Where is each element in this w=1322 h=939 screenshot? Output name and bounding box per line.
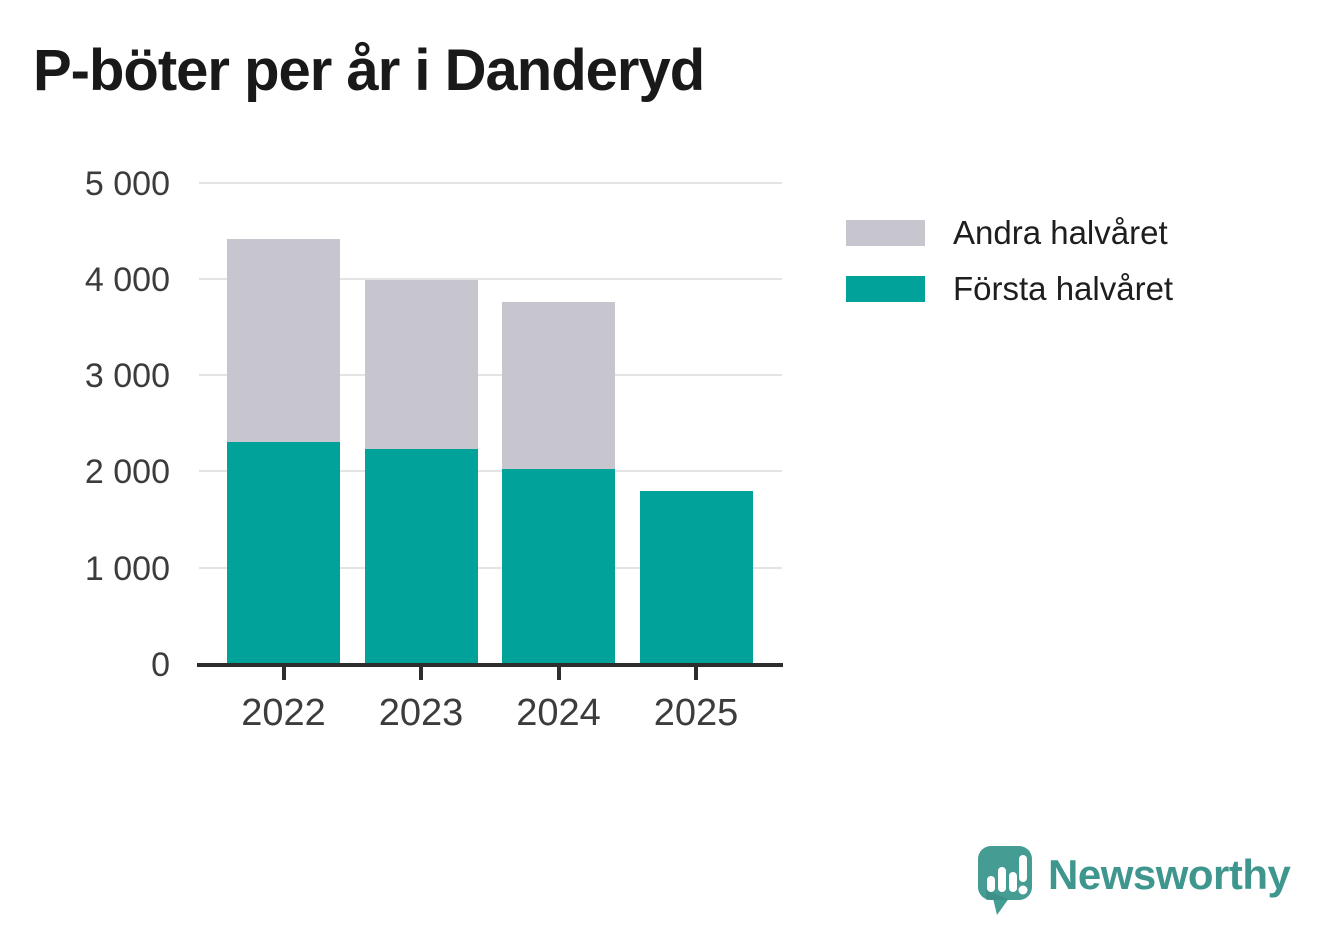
bar-segment-första-2024 — [502, 468, 615, 665]
y-axis-tick-label: 5 000 — [84, 164, 170, 203]
gridline-3000 — [199, 374, 782, 377]
newsworthy-speech-bubble-chart-icon — [978, 846, 1032, 915]
legend-label: Andra halvåret — [953, 214, 1168, 251]
newsworthy-logo: Newsworthy — [978, 846, 1291, 916]
y-axis-tick-label: 2 000 — [84, 453, 170, 492]
x-axis-tick-label: 2024 — [516, 692, 601, 734]
x-axis-line — [197, 663, 783, 667]
x-axis-tick-label: 2023 — [378, 692, 464, 734]
bar-segment-andra-2024 — [502, 301, 615, 469]
chart-title: P-böter per år i Danderyd — [33, 38, 705, 103]
x-axis-tick-mark — [281, 667, 286, 680]
gridline-4000 — [199, 277, 782, 280]
legend-swatch-teal — [846, 276, 925, 302]
bar-segment-andra-2022 — [227, 239, 340, 442]
x-axis-tick-mark — [556, 667, 561, 680]
x-axis-tick-label: 2022 — [241, 692, 326, 734]
x-axis-tick-label: 2025 — [653, 692, 739, 734]
legend-label: Första halvåret — [953, 270, 1174, 307]
gridline-2000 — [199, 470, 782, 473]
legend: Andra halvåret Första halvåret — [846, 214, 1174, 332]
logo-wordmark: Newsworthy — [1048, 851, 1291, 898]
x-axis-tick-mark — [694, 667, 698, 680]
legend-swatch-gray — [846, 220, 925, 246]
bar-segment-andra-2023 — [364, 279, 478, 450]
y-axis-tick-label: 4 000 — [84, 260, 170, 299]
x-axis-tick-mark — [419, 667, 423, 680]
bar-segment-första-2022 — [227, 441, 340, 665]
legend-item-forsta-halvaret: Första halvåret — [846, 270, 1174, 307]
y-axis-tick-label: 0 — [151, 646, 170, 684]
bar-segment-första-2023 — [364, 449, 478, 665]
bar-segment-första-2025 — [639, 490, 753, 665]
gridline-1000 — [199, 566, 782, 569]
y-axis-tick-label: 1 000 — [84, 549, 170, 588]
legend-item-andra-halvaret: Andra halvåret — [846, 214, 1173, 251]
gridline-5000 — [199, 181, 782, 184]
y-axis-tick-label: 3 000 — [84, 357, 170, 396]
